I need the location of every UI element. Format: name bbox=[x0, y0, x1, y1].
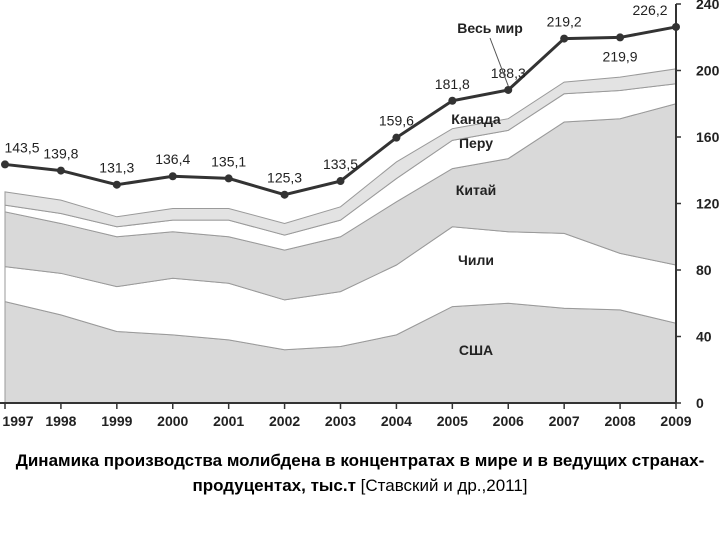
y-tick-label: 40 bbox=[696, 329, 712, 345]
x-tick-label: 2001 bbox=[213, 413, 244, 429]
area-label: США bbox=[459, 342, 493, 358]
x-tick-label: 2006 bbox=[493, 413, 524, 429]
point bbox=[504, 85, 513, 94]
value-label: 136,4 bbox=[155, 151, 190, 167]
x-tick-label: 2003 bbox=[325, 413, 356, 429]
point bbox=[448, 96, 457, 105]
area-label: Чили bbox=[458, 252, 494, 268]
line-label: Весь мир bbox=[457, 20, 523, 36]
value-label: 143,5 bbox=[4, 139, 39, 155]
y-tick-label: 160 bbox=[696, 129, 720, 145]
point bbox=[168, 172, 177, 181]
x-tick-label: 2004 bbox=[381, 413, 412, 429]
y-tick-label: 240 bbox=[696, 0, 720, 12]
source: [Ставский и др.,2011] bbox=[360, 476, 528, 495]
point bbox=[56, 166, 65, 175]
y-tick-label: 0 bbox=[696, 395, 704, 411]
area-label: Китай bbox=[456, 182, 496, 198]
point bbox=[336, 177, 345, 186]
leader bbox=[489, 37, 509, 87]
y-tick-label: 200 bbox=[696, 63, 720, 79]
x-tick-label: 2005 bbox=[437, 413, 468, 429]
point bbox=[112, 180, 121, 189]
point bbox=[560, 34, 569, 43]
point bbox=[280, 190, 289, 199]
value-label: 133,5 bbox=[323, 156, 358, 172]
point bbox=[392, 133, 401, 142]
area-label: Перу bbox=[459, 135, 493, 151]
point bbox=[1, 160, 9, 169]
point bbox=[672, 22, 680, 31]
point bbox=[616, 33, 625, 42]
x-tick-label: 1997 bbox=[2, 413, 33, 429]
x-tick-label: 1999 bbox=[101, 413, 132, 429]
value-label: 219,9 bbox=[603, 48, 638, 64]
y-tick-label: 120 bbox=[696, 196, 720, 212]
x-tick-label: 2009 bbox=[660, 413, 691, 429]
x-tick-label: 2000 bbox=[157, 413, 188, 429]
value-label: 181,8 bbox=[435, 76, 470, 92]
value-label: 135,1 bbox=[211, 153, 246, 169]
value-label: 131,3 bbox=[99, 160, 134, 176]
caption: Динамика производства молибдена в концен… bbox=[0, 448, 720, 498]
value-label: 139,8 bbox=[43, 146, 78, 162]
y-tick-label: 80 bbox=[696, 262, 712, 278]
value-label: 159,6 bbox=[379, 113, 414, 129]
value-label: 188,3 bbox=[491, 65, 526, 81]
chart-title: Динамика производства молибдена в концен… bbox=[15, 451, 705, 495]
value-label: 219,2 bbox=[547, 14, 582, 30]
chart: США Чили Китай Перу Канада 0 40 80 120 160 200 240 1… bbox=[0, 0, 720, 429]
value-label: 125,3 bbox=[267, 170, 302, 186]
x-tick-label: 2007 bbox=[549, 413, 580, 429]
area-label: Канада bbox=[451, 111, 501, 127]
x-tick-label: 2008 bbox=[605, 413, 636, 429]
x-tick-label: 2002 bbox=[269, 413, 300, 429]
value-label: 226,2 bbox=[632, 2, 667, 18]
point bbox=[224, 174, 233, 183]
x-tick-label: 1998 bbox=[45, 413, 76, 429]
